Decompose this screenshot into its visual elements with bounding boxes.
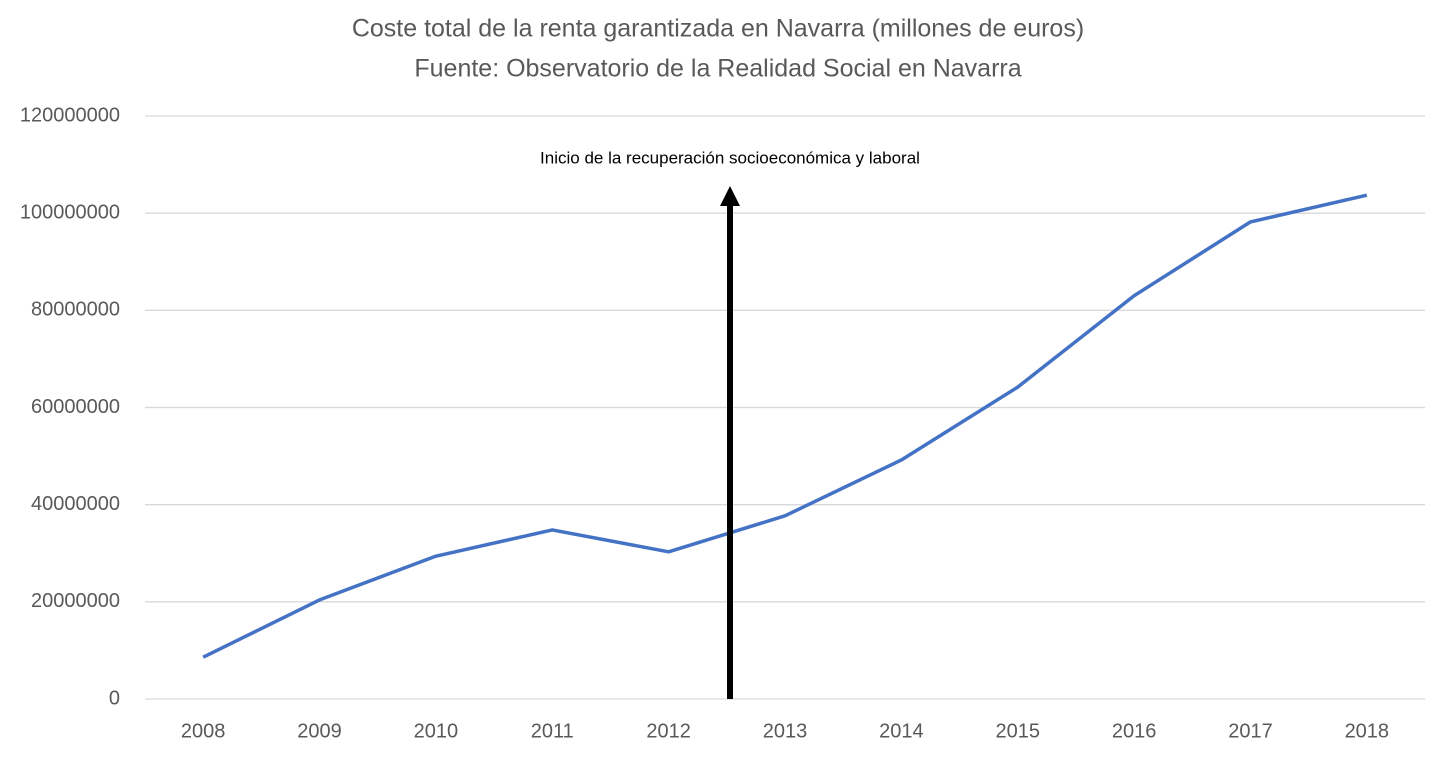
x-tick-label: 2012 bbox=[646, 720, 691, 742]
x-tick-label: 2017 bbox=[1228, 720, 1273, 742]
y-tick-label: 20000000 bbox=[31, 590, 120, 612]
x-tick-label: 2009 bbox=[297, 720, 342, 742]
x-tick-label: 2018 bbox=[1345, 720, 1390, 742]
y-tick-label: 120000000 bbox=[20, 104, 120, 126]
y-tick-label: 100000000 bbox=[20, 201, 120, 223]
y-tick-label: 60000000 bbox=[31, 396, 120, 418]
x-tick-label: 2011 bbox=[531, 720, 574, 742]
y-tick-label: 0 bbox=[109, 687, 120, 709]
x-tick-label: 2010 bbox=[414, 720, 459, 742]
y-tick-label: 40000000 bbox=[31, 493, 120, 515]
annotation-arrowhead bbox=[720, 186, 740, 206]
chart-subtitle: Fuente: Observatorio de la Realidad Soci… bbox=[414, 55, 1021, 83]
data-line bbox=[202, 193, 1368, 659]
x-tick-label: 2008 bbox=[181, 720, 226, 742]
x-tick-label: 2016 bbox=[1112, 720, 1157, 742]
annotation: Inicio de la recuperación socioeconómica… bbox=[540, 148, 920, 167]
y-tick-label: 80000000 bbox=[31, 299, 120, 321]
x-tick-label: 2014 bbox=[879, 720, 924, 742]
chart-title: Coste total de la renta garantizada en N… bbox=[352, 15, 1084, 43]
x-tick-label: 2015 bbox=[995, 720, 1040, 742]
x-tick-label: 2013 bbox=[763, 720, 808, 742]
